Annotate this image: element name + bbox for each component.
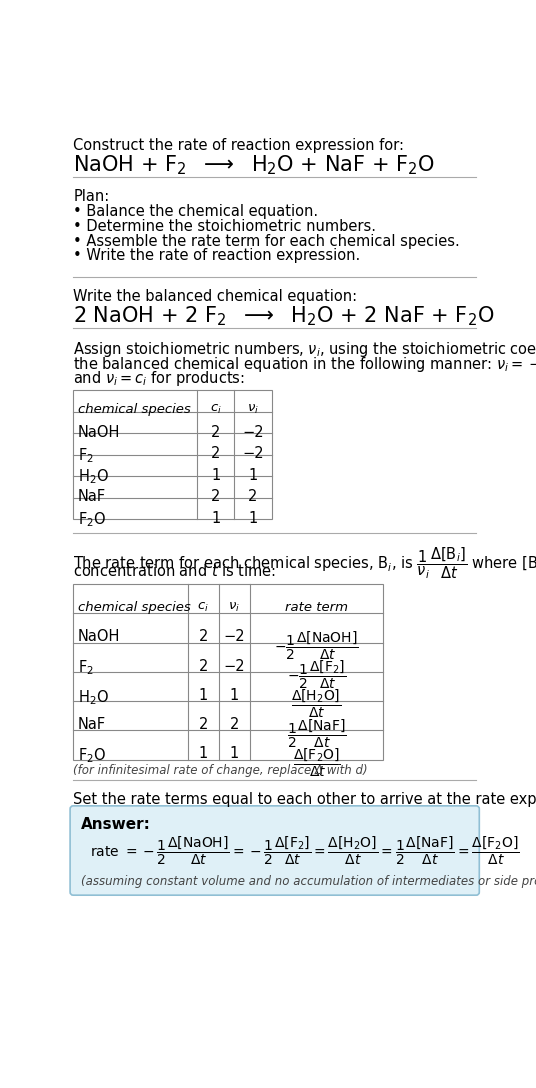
Text: and $\nu_i = c_i$ for products:: and $\nu_i = c_i$ for products:	[73, 369, 245, 388]
Text: Construct the rate of reaction expression for:: Construct the rate of reaction expressio…	[73, 138, 404, 153]
Text: (assuming constant volume and no accumulation of intermediates or side products): (assuming constant volume and no accumul…	[81, 875, 536, 888]
Text: the balanced chemical equation in the following manner: $\nu_i = -c_i$ for react: the balanced chemical equation in the fo…	[73, 355, 536, 373]
Text: concentration and $t$ is time:: concentration and $t$ is time:	[73, 562, 277, 579]
Text: $c_i$: $c_i$	[210, 403, 222, 416]
Text: 2: 2	[199, 658, 208, 673]
Text: $\dfrac{1}{2}\dfrac{\Delta[\mathrm{NaF}]}{\Delta t}$: $\dfrac{1}{2}\dfrac{\Delta[\mathrm{NaF}]…	[287, 717, 346, 750]
Text: NaOH: NaOH	[78, 424, 120, 440]
Text: $-\dfrac{1}{2}\dfrac{\Delta[\mathrm{NaOH}]}{\Delta t}$: $-\dfrac{1}{2}\dfrac{\Delta[\mathrm{NaOH…	[274, 630, 359, 662]
Text: • Balance the chemical equation.: • Balance the chemical equation.	[73, 205, 318, 220]
Text: 1: 1	[248, 510, 258, 526]
Text: $\nu_i$: $\nu_i$	[228, 601, 240, 614]
Text: 2: 2	[211, 490, 220, 504]
Text: $c_i$: $c_i$	[197, 601, 210, 614]
Text: 1: 1	[199, 746, 208, 762]
Text: Set the rate terms equal to each other to arrive at the rate expression:: Set the rate terms equal to each other t…	[73, 792, 536, 807]
Text: 2: 2	[211, 446, 220, 461]
Text: chemical species: chemical species	[78, 601, 191, 614]
Text: • Determine the stoichiometric numbers.: • Determine the stoichiometric numbers.	[73, 219, 376, 234]
FancyBboxPatch shape	[70, 806, 479, 895]
Bar	[73, 584, 383, 759]
Text: 2: 2	[199, 630, 208, 644]
Text: 2: 2	[248, 490, 258, 504]
Text: 1: 1	[230, 688, 239, 703]
Text: NaOH: NaOH	[78, 630, 120, 644]
Text: NaOH + F$_2$  $\longrightarrow$  H$_2$O + NaF + F$_2$O: NaOH + F$_2$ $\longrightarrow$ H$_2$O + …	[73, 153, 435, 177]
Text: F$_2$: F$_2$	[78, 658, 94, 678]
Text: rate $= -\dfrac{1}{2}\dfrac{\Delta[\mathrm{NaOH}]}{\Delta t} = -\dfrac{1}{2}\dfr: rate $= -\dfrac{1}{2}\dfrac{\Delta[\math…	[90, 836, 520, 867]
Text: $\dfrac{\Delta[\mathrm{H_2O}]}{\Delta t}$: $\dfrac{\Delta[\mathrm{H_2O}]}{\Delta t}…	[292, 688, 342, 720]
Text: The rate term for each chemical species, B$_i$, is $\dfrac{1}{\nu_i}\dfrac{\Delt: The rate term for each chemical species,…	[73, 545, 536, 581]
Text: 2: 2	[230, 717, 239, 732]
Text: −2: −2	[224, 658, 245, 673]
Bar	[73, 391, 272, 519]
Text: F$_2$: F$_2$	[78, 446, 94, 465]
Text: H$_2$O: H$_2$O	[78, 468, 109, 486]
Text: rate term: rate term	[285, 601, 348, 614]
Text: −2: −2	[224, 630, 245, 644]
Text: Plan:: Plan:	[73, 189, 109, 205]
Text: chemical species: chemical species	[78, 403, 191, 416]
Text: 1: 1	[199, 688, 208, 703]
Text: Answer:: Answer:	[81, 817, 151, 831]
Text: 2: 2	[199, 717, 208, 732]
Text: H$_2$O: H$_2$O	[78, 688, 109, 707]
Text: 1: 1	[211, 468, 220, 483]
Text: • Write the rate of reaction expression.: • Write the rate of reaction expression.	[73, 248, 360, 263]
Text: $\nu_i$: $\nu_i$	[247, 403, 259, 416]
Text: 1: 1	[230, 746, 239, 762]
Text: • Assemble the rate term for each chemical species.: • Assemble the rate term for each chemic…	[73, 234, 460, 249]
Text: 2 NaOH + 2 F$_2$  $\longrightarrow$  H$_2$O + 2 NaF + F$_2$O: 2 NaOH + 2 F$_2$ $\longrightarrow$ H$_2$…	[73, 305, 495, 329]
Text: 2: 2	[211, 424, 220, 440]
Text: NaF: NaF	[78, 717, 106, 732]
Text: F$_2$O: F$_2$O	[78, 510, 106, 530]
Text: Write the balanced chemical equation:: Write the balanced chemical equation:	[73, 289, 358, 305]
Text: 1: 1	[211, 510, 220, 526]
Text: (for infinitesimal rate of change, replace Δ with d): (for infinitesimal rate of change, repla…	[73, 764, 368, 777]
Text: $\dfrac{\Delta[\mathrm{F_2O}]}{\Delta t}$: $\dfrac{\Delta[\mathrm{F_2O}]}{\Delta t}…	[293, 746, 340, 779]
Text: −2: −2	[242, 446, 264, 461]
Text: 1: 1	[248, 468, 258, 483]
Text: Assign stoichiometric numbers, $\nu_i$, using the stoichiometric coefficients, $: Assign stoichiometric numbers, $\nu_i$, …	[73, 339, 536, 359]
Text: −2: −2	[242, 424, 264, 440]
Text: $-\dfrac{1}{2}\dfrac{\Delta[\mathrm{F}_2]}{\Delta t}$: $-\dfrac{1}{2}\dfrac{\Delta[\mathrm{F}_2…	[287, 658, 346, 691]
Text: NaF: NaF	[78, 490, 106, 504]
Text: F$_2$O: F$_2$O	[78, 746, 106, 765]
